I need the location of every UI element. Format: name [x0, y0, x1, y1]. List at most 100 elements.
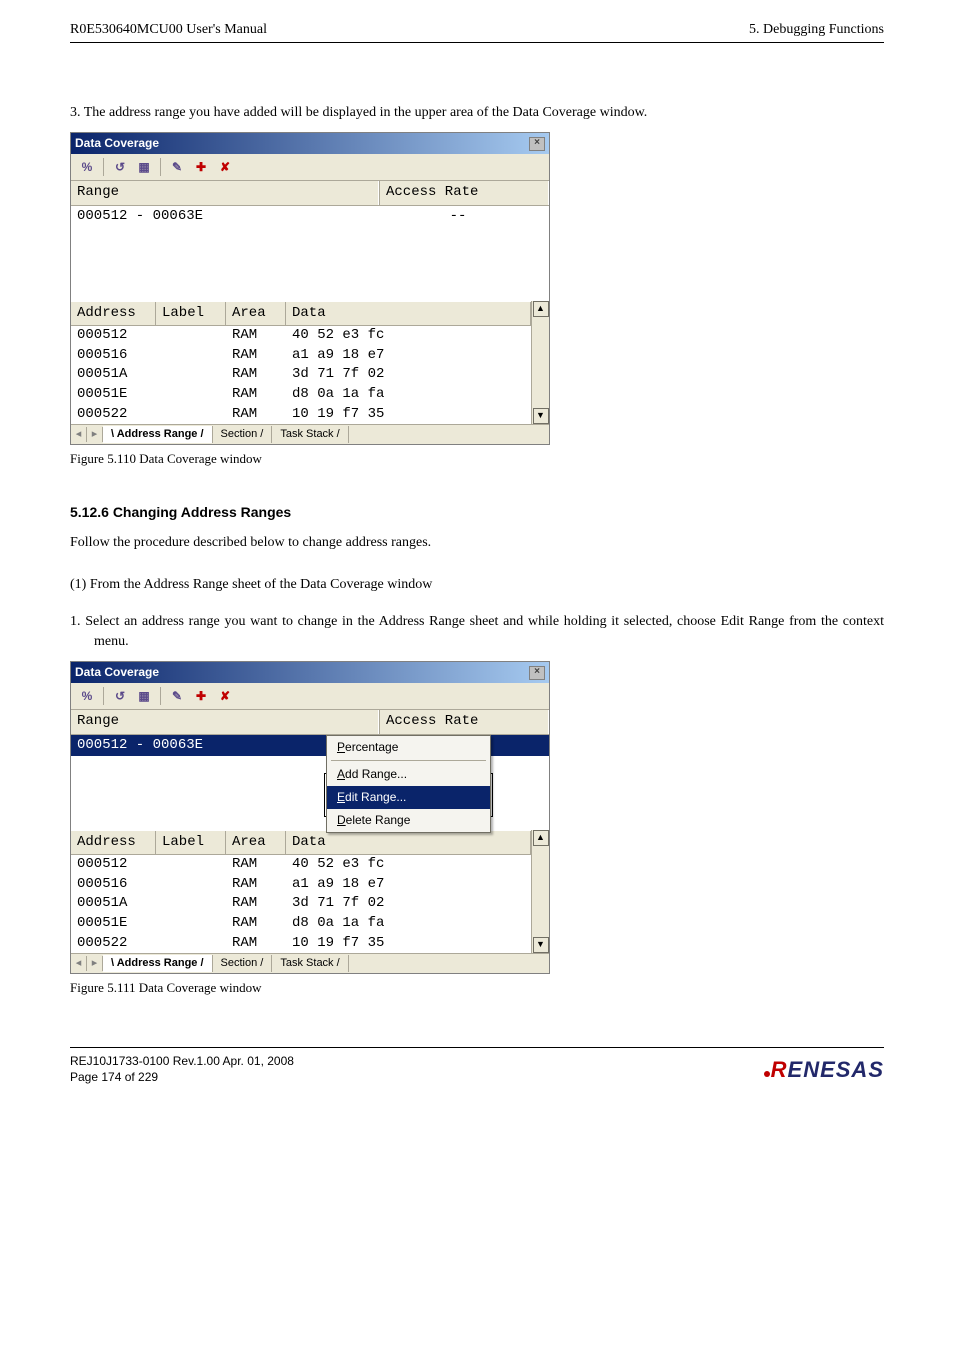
substep1-text: 1. Select an address range you want to c…	[70, 612, 884, 651]
cell-label	[162, 894, 232, 914]
tab-address-range[interactable]: \ Address Range /	[103, 955, 213, 972]
col-label: Label	[156, 831, 226, 855]
cell-addr: 000522	[77, 405, 162, 425]
cell-data: d8 0a 1a fa	[292, 914, 525, 934]
tab-section[interactable]: Section /	[213, 955, 273, 972]
range-header: Range Access Rate	[71, 710, 549, 735]
range-col-header: Range	[71, 710, 379, 734]
cell-area: RAM	[232, 934, 292, 954]
cell-label	[162, 365, 232, 385]
col-area: Area	[226, 302, 286, 326]
cell-label	[162, 914, 232, 934]
tab-address-range[interactable]: \ Address Range /	[103, 426, 213, 443]
scroll-up-icon[interactable]: ▲	[533, 301, 549, 317]
scroll-down-icon[interactable]: ▼	[533, 937, 549, 953]
col-address: Address	[71, 831, 156, 855]
range-body: 000512 - 00063E --	[71, 206, 549, 301]
edit-icon[interactable]: ✎	[167, 686, 187, 706]
tab-next-icon[interactable]: ▸	[87, 427, 103, 442]
table-row[interactable]: 000512 RAM 40 52 e3 fc	[71, 326, 531, 346]
figure-caption-1: Figure 5.110 Data Coverage window	[70, 450, 884, 468]
col-data: Data	[286, 302, 531, 326]
window-title: Data Coverage	[75, 135, 159, 152]
cell-area: RAM	[232, 914, 292, 934]
chapter-title: 5. Debugging Functions	[749, 20, 884, 40]
scrollbar[interactable]: ▲ ▼	[531, 830, 549, 954]
tab-task-stack[interactable]: Task Stack /	[272, 426, 348, 443]
scroll-down-icon[interactable]: ▼	[533, 408, 549, 424]
col-area: Area	[226, 831, 286, 855]
tab-next-icon[interactable]: ▸	[87, 956, 103, 971]
cell-area: RAM	[232, 346, 292, 366]
tab-section[interactable]: Section /	[213, 426, 273, 443]
cell-data: a1 a9 18 e7	[292, 875, 525, 895]
close-icon[interactable]: ×	[529, 137, 545, 151]
menu-item-edit-range[interactable]: Edit Range...	[327, 786, 490, 809]
table-row[interactable]: 000522 RAM 10 19 f7 35	[71, 405, 531, 425]
menu-item-add-range[interactable]: Add Range...	[327, 763, 490, 786]
tab-prev-icon[interactable]: ◂	[71, 427, 87, 442]
cell-area: RAM	[232, 875, 292, 895]
section-body: Follow the procedure described below to …	[70, 533, 884, 553]
table-row[interactable]: 00051E RAM d8 0a 1a fa	[71, 914, 531, 934]
context-menu: Percentage Add Range... Edit Range... De…	[326, 735, 491, 833]
scroll-up-icon[interactable]: ▲	[533, 830, 549, 846]
refresh-icon[interactable]: ↺	[110, 157, 130, 177]
table-row[interactable]: 000522 RAM 10 19 f7 35	[71, 934, 531, 954]
menu-item-percentage[interactable]: Percentage	[327, 736, 490, 759]
scrollbar[interactable]: ▲ ▼	[531, 301, 549, 425]
edit-icon[interactable]: ✎	[167, 157, 187, 177]
cell-data: 40 52 e3 fc	[292, 855, 525, 875]
table-row[interactable]: 000516 RAM a1 a9 18 e7	[71, 346, 531, 366]
grid-header: Address Label Area Data	[71, 830, 531, 856]
range-cell: 000512 - 00063E	[77, 207, 373, 227]
cell-data: 40 52 e3 fc	[292, 326, 525, 346]
substep-heading: (1) From the Address Range sheet of the …	[70, 575, 884, 595]
toolbar-separator	[103, 158, 104, 176]
delete-icon[interactable]: ✘	[215, 157, 235, 177]
range-row[interactable]: 000512 - 00063E --	[71, 206, 549, 228]
window-title: Data Coverage	[75, 664, 159, 681]
cell-label	[162, 934, 232, 954]
cell-addr: 00051A	[77, 365, 162, 385]
toolbar-separator	[103, 687, 104, 705]
titlebar: Data Coverage ×	[71, 133, 549, 154]
cell-addr: 00051E	[77, 385, 162, 405]
table-row[interactable]: 00051E RAM d8 0a 1a fa	[71, 385, 531, 405]
tab-prev-icon[interactable]: ◂	[71, 956, 87, 971]
toolbar-separator	[160, 158, 161, 176]
add-icon[interactable]: ✚	[191, 686, 211, 706]
grid-body: 000512 RAM 40 52 e3 fc 000516 RAM a1 a9 …	[71, 326, 531, 424]
table-row[interactable]: 000512 RAM 40 52 e3 fc	[71, 855, 531, 875]
cell-label	[162, 385, 232, 405]
table-row[interactable]: 00051A RAM 3d 71 7f 02	[71, 894, 531, 914]
step3-text: 3. The address range you have added will…	[70, 103, 884, 123]
close-icon[interactable]: ×	[529, 666, 545, 680]
data-coverage-window-1: Data Coverage × % ↺ ▦ ✎ ✚ ✘ Range Access…	[70, 132, 550, 445]
menu-item-delete-range[interactable]: Delete Range	[327, 809, 490, 832]
cell-data: a1 a9 18 e7	[292, 346, 525, 366]
rate-col-header: Access Rate	[379, 710, 549, 734]
footer-line2: Page 174 of 229	[70, 1070, 294, 1086]
table-row[interactable]: 000516 RAM a1 a9 18 e7	[71, 875, 531, 895]
refresh-icon[interactable]: ↺	[110, 686, 130, 706]
cell-label	[162, 346, 232, 366]
footer-line1: REJ10J1733-0100 Rev.1.00 Apr. 01, 2008	[70, 1054, 294, 1070]
layout-icon[interactable]: ▦	[134, 686, 154, 706]
percent-icon[interactable]: %	[77, 157, 97, 177]
cell-area: RAM	[232, 365, 292, 385]
footer-rule	[70, 1047, 884, 1048]
renesas-logo: RENESAS	[764, 1055, 884, 1086]
header-rule	[70, 42, 884, 43]
tab-task-stack[interactable]: Task Stack /	[272, 955, 348, 972]
range-col-header: Range	[71, 181, 379, 205]
table-row[interactable]: 00051A RAM 3d 71 7f 02	[71, 365, 531, 385]
cell-label	[162, 405, 232, 425]
layout-icon[interactable]: ▦	[134, 157, 154, 177]
percent-icon[interactable]: %	[77, 686, 97, 706]
delete-icon[interactable]: ✘	[215, 686, 235, 706]
footer-info: REJ10J1733-0100 Rev.1.00 Apr. 01, 2008 P…	[70, 1054, 294, 1085]
data-coverage-window-2: Data Coverage × % ↺ ▦ ✎ ✚ ✘ Range Access…	[70, 661, 550, 974]
add-icon[interactable]: ✚	[191, 157, 211, 177]
cell-addr: 00051E	[77, 914, 162, 934]
